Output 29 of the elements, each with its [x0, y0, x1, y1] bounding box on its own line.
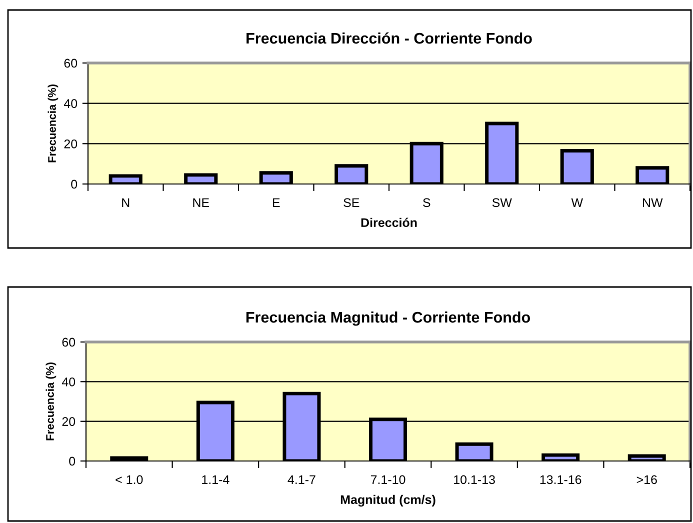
x-tick-label: SW	[492, 198, 512, 208]
x-tick-label: NW	[642, 198, 663, 207]
x-tick-label: E	[272, 198, 280, 207]
x-tick-label: < 1.0	[116, 475, 143, 484]
x-tick-label: 10.1-13	[454, 475, 495, 484]
y-tick-label: 0	[69, 456, 76, 466]
x-tick-label: 7.1-10	[370, 475, 406, 484]
y-tick-label: 20	[62, 417, 76, 426]
x-tick-label: S	[423, 198, 430, 208]
x-tick-label: SE	[344, 198, 360, 208]
x-tick-label: 13.1-16	[540, 475, 582, 484]
x-axis-title: Dirección	[361, 218, 417, 228]
y-tick-label: 40	[64, 99, 78, 108]
y-tick-label: 60	[64, 58, 78, 68]
y-tick-label: 40	[62, 377, 76, 386]
y-axis-title: Frecuencia (%)	[48, 84, 58, 162]
x-tick-label: N	[122, 198, 130, 207]
x-tick-label: NE	[193, 198, 210, 207]
chart-title: Frecuencia Dirección - Corriente Fondo	[246, 32, 532, 44]
x-tick-label: W	[571, 198, 583, 207]
x-tick-label: 4.1-7	[288, 475, 316, 484]
x-axis-title: Magnitud (cm/s)	[340, 494, 436, 507]
y-axis-title: Frecuencia (%)	[46, 362, 56, 440]
y-tick-label: 20	[64, 139, 78, 148]
y-tick-label: 60	[62, 338, 76, 347]
chart-title: Frecuencia Magnitud - Corriente Fondo	[246, 311, 530, 326]
y-tick-label: 0	[71, 180, 78, 189]
x-tick-label: 1.1-4	[202, 475, 230, 484]
x-tick-label: >16	[636, 475, 657, 484]
